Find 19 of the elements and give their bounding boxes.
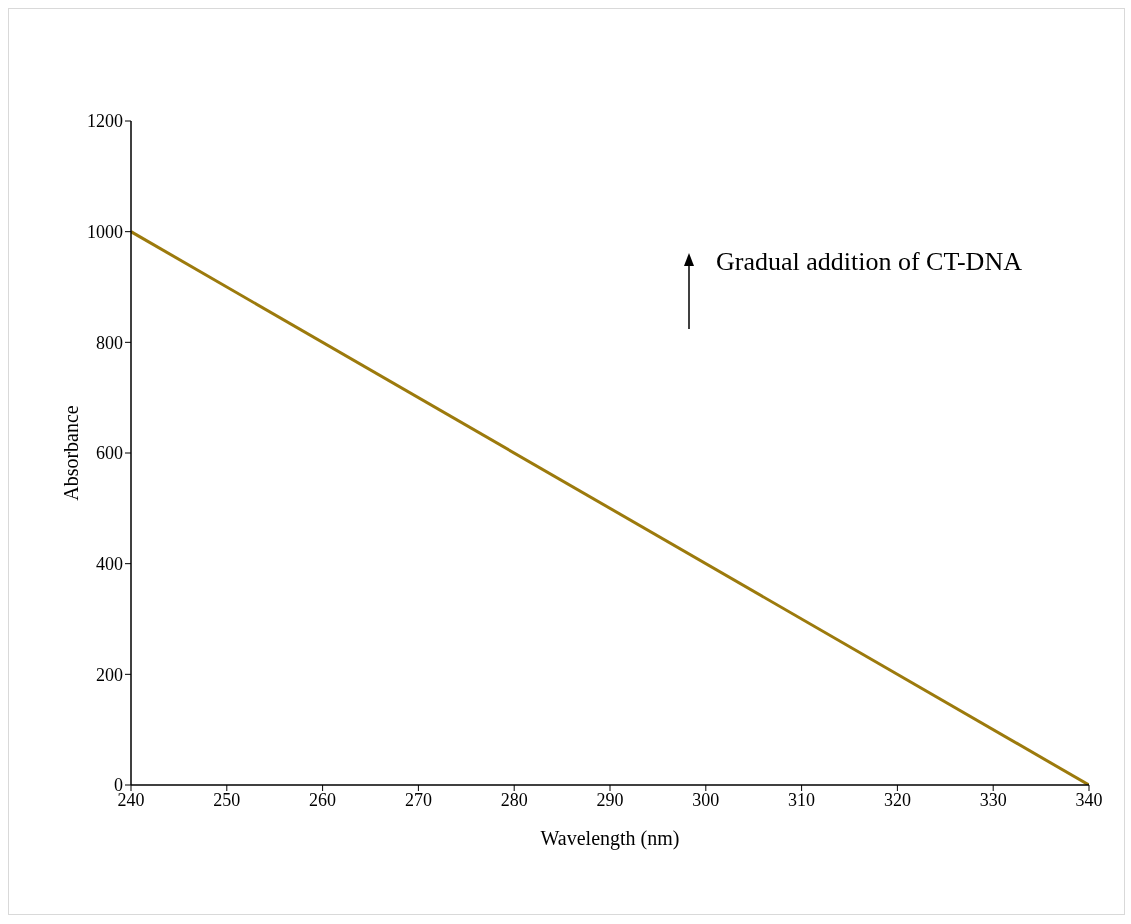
y-tick-label: 400 xyxy=(96,554,123,575)
x-tick-label: 330 xyxy=(979,789,1007,810)
x-tick-label: 280 xyxy=(500,789,528,810)
x-tick-label: 300 xyxy=(692,789,720,810)
y-axis-title: Absorbance xyxy=(60,405,83,501)
y-tick-label: 1200 xyxy=(87,111,123,132)
x-tick-label: 250 xyxy=(213,789,241,810)
x-tick-label: 310 xyxy=(788,789,816,810)
y-tick-label: 200 xyxy=(96,664,123,685)
x-axis-title: Wavelength (nm) xyxy=(540,827,680,850)
annotation: Gradual addition of CT-DNA xyxy=(716,247,1022,277)
y-tick-label: 600 xyxy=(96,443,123,464)
x-tick-label: 290 xyxy=(596,789,624,810)
x-tick-label: 320 xyxy=(883,789,911,810)
x-tick-label: 260 xyxy=(309,789,337,810)
y-tick-label: 800 xyxy=(96,332,123,353)
x-tick-label: 270 xyxy=(404,789,432,810)
y-tick-label: 1000 xyxy=(87,222,123,243)
x-tick-label: 340 xyxy=(1075,789,1103,810)
